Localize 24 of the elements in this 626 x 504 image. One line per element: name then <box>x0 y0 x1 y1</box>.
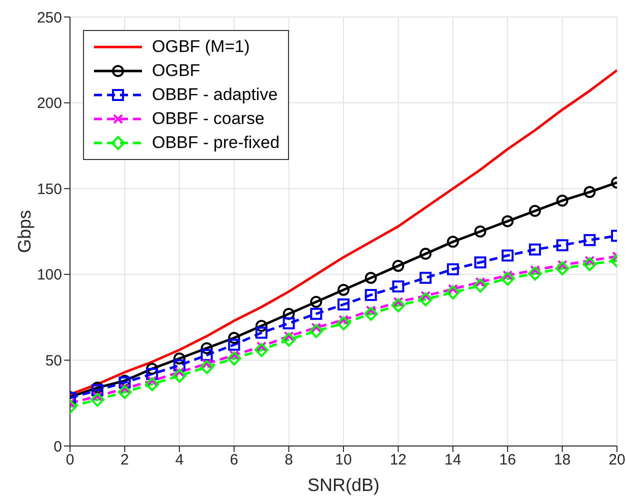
legend-label: OBBF - pre-fixed <box>152 133 280 153</box>
legend-label: OBBF - adaptive <box>152 85 278 105</box>
y-axis-title: Gbps <box>14 210 34 254</box>
y-tick-label: 150 <box>36 180 62 198</box>
x-tick-label: 4 <box>175 452 184 469</box>
y-tick-label: 200 <box>36 95 62 112</box>
x-tick-label: 2 <box>120 452 129 469</box>
x-tick-label: 14 <box>444 452 462 469</box>
y-tick-label: 250 <box>36 9 62 26</box>
x-tick-label: 16 <box>499 452 516 469</box>
x-tick-label: 10 <box>335 452 352 469</box>
y-tick-label: 50 <box>45 352 62 370</box>
x-tick-label: 8 <box>284 452 293 469</box>
x-tick-label: 12 <box>390 452 407 469</box>
x-tick-label: 18 <box>554 452 571 469</box>
legend-label: OGBF <box>152 61 200 81</box>
x-tick-label: 6 <box>230 452 238 469</box>
x-axis-title: SNR(dB) <box>307 474 380 495</box>
y-tick-label: 0 <box>54 438 62 456</box>
y-tick-label: 100 <box>36 266 62 284</box>
legend-label: OGBF (M=1) <box>152 37 250 57</box>
x-tick-label: 20 <box>608 452 626 469</box>
x-tick-label: 0 <box>66 452 74 469</box>
legend-label: OBBF - coarse <box>152 109 264 129</box>
